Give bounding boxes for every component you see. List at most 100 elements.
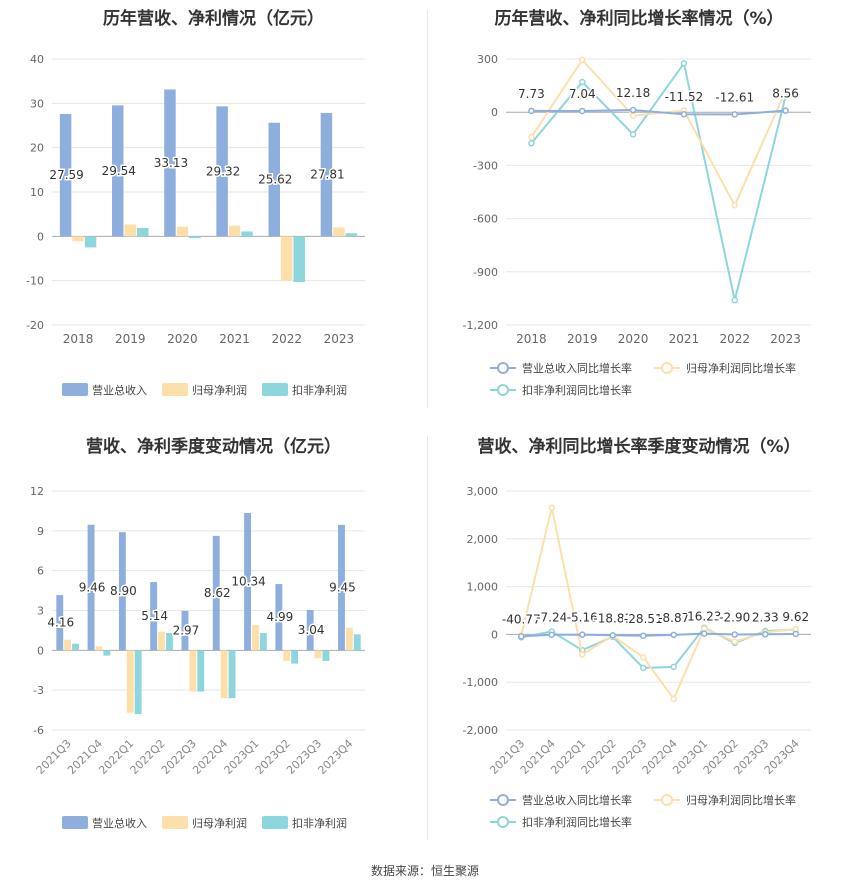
data-label: 33.13 bbox=[154, 156, 188, 170]
data-label: 8.56 bbox=[772, 87, 799, 101]
bar bbox=[197, 650, 205, 692]
legend-label: 归母净利润同比增长率 bbox=[686, 361, 796, 375]
y-tick-label: 3,000 bbox=[467, 485, 499, 498]
annual-growth-rate-chart: 历年营收、净利同比增长率情况（%） -1,200 -900 -600 -300 0 300… bbox=[428, 0, 850, 420]
bar bbox=[95, 646, 103, 651]
bar bbox=[164, 89, 176, 237]
data-label: 2.33 bbox=[752, 610, 779, 624]
data-point bbox=[640, 632, 647, 640]
y-tick-label: -1,000 bbox=[463, 676, 498, 689]
bar bbox=[281, 236, 293, 281]
y-tick-label: 0 bbox=[491, 106, 498, 119]
bar bbox=[216, 106, 228, 237]
legend-swatch bbox=[262, 383, 288, 396]
x-tick-label: 2019 bbox=[115, 332, 146, 346]
data-label: 2.97 bbox=[173, 624, 200, 638]
bar bbox=[291, 650, 299, 664]
legend-marker bbox=[497, 794, 509, 806]
bar bbox=[103, 650, 111, 656]
y-tick-label: 0 bbox=[491, 628, 498, 641]
data-point bbox=[579, 631, 586, 638]
data-label: 9.62 bbox=[782, 610, 809, 624]
data-point bbox=[629, 112, 637, 119]
y-tick-label: 300 bbox=[477, 53, 498, 66]
bar bbox=[241, 231, 253, 237]
x-tick-label: 2019 bbox=[567, 332, 598, 346]
bar bbox=[136, 227, 149, 237]
data-label: 29.32 bbox=[206, 164, 240, 178]
y-tick-label: 1,000 bbox=[467, 581, 499, 594]
y-tick-label: 10 bbox=[30, 186, 44, 199]
bar bbox=[345, 627, 353, 651]
y-tick-label: -1,200 bbox=[463, 319, 498, 332]
data-point bbox=[548, 631, 555, 638]
y-tick-label: 12 bbox=[30, 485, 44, 498]
bar bbox=[181, 610, 189, 651]
bar bbox=[228, 225, 241, 237]
legend-label: 营业总收入 bbox=[92, 816, 147, 830]
data-point bbox=[640, 664, 647, 672]
y-tick-label: -900 bbox=[473, 266, 498, 279]
data-point bbox=[731, 202, 738, 209]
data-label: -5.16 bbox=[567, 611, 598, 625]
data-point bbox=[782, 107, 789, 114]
chart-svg: -1,200 -900 -600 -300 0 300 7.73 2018 7.04 2019 12… bbox=[463, 53, 811, 397]
bar bbox=[165, 633, 173, 651]
chart-svg: -2,000-1,00001,0002,0003,000-40.772021Q3… bbox=[463, 485, 811, 829]
y-tick-label: 9 bbox=[37, 525, 44, 538]
bar bbox=[59, 114, 72, 237]
data-label: 25.62 bbox=[258, 173, 292, 187]
y-tick-label: 0 bbox=[37, 644, 44, 657]
y-tick-label: 40 bbox=[30, 53, 44, 66]
data-label: 4.99 bbox=[267, 610, 294, 624]
bar bbox=[220, 650, 228, 699]
bar bbox=[176, 226, 189, 237]
series-line bbox=[531, 109, 786, 116]
series-line bbox=[530, 61, 787, 301]
legend-label: 归母净利润 bbox=[192, 816, 247, 830]
y-tick-label: -6 bbox=[33, 724, 44, 737]
x-tick-label: 2023 bbox=[770, 332, 801, 346]
data-point bbox=[579, 107, 586, 115]
legend-swatch bbox=[262, 816, 288, 829]
data-label: 9.45 bbox=[329, 581, 356, 595]
x-tick-label: 2020 bbox=[167, 332, 198, 346]
data-point bbox=[518, 633, 525, 640]
data-label: 8.90 bbox=[110, 584, 137, 598]
data-point bbox=[629, 106, 637, 114]
bar bbox=[126, 650, 134, 713]
bar bbox=[333, 227, 345, 237]
legend-label: 扣非净利润同比增长率 bbox=[522, 383, 632, 397]
data-point bbox=[731, 111, 738, 118]
bar bbox=[345, 233, 358, 237]
data-label: 8.62 bbox=[204, 586, 231, 600]
data-label: -12.61 bbox=[715, 90, 754, 104]
x-tick-label: 2022 bbox=[271, 332, 302, 346]
x-tick-label: 2022 bbox=[719, 332, 750, 346]
data-label: -11.52 bbox=[665, 90, 704, 104]
bar bbox=[84, 236, 97, 248]
bar bbox=[212, 535, 220, 651]
legend-label: 归母净利润同比增长率 bbox=[686, 793, 796, 807]
bar bbox=[72, 236, 84, 242]
y-tick-label: -3 bbox=[33, 684, 44, 697]
y-tick-label: 3 bbox=[37, 605, 44, 618]
quarterly-growth-rate-chart: 营收、净利同比增长率季度变动情况（%） -2,000 -1,000 0 1,000 2,… bbox=[428, 428, 850, 853]
x-tick-label: 2020 bbox=[618, 332, 649, 346]
legend-marker bbox=[497, 384, 509, 396]
data-point bbox=[548, 504, 555, 511]
x-tick-label: 2018 bbox=[63, 332, 94, 346]
x-tick-label: 2021 bbox=[219, 332, 250, 346]
bar bbox=[244, 513, 252, 651]
data-label: 27.81 bbox=[310, 168, 344, 182]
legend-label: 营业总收入同比增长率 bbox=[522, 793, 632, 807]
chart-title: 历年营收、净利同比增长率情况（%） bbox=[494, 9, 784, 29]
legend-label: 扣非净利润 bbox=[292, 383, 347, 397]
bar bbox=[189, 236, 201, 239]
bar bbox=[150, 582, 158, 651]
series-line bbox=[521, 632, 796, 638]
y-tick-label: -10 bbox=[26, 275, 44, 288]
data-point bbox=[579, 78, 586, 86]
bar bbox=[293, 236, 305, 282]
data-point bbox=[528, 139, 535, 147]
